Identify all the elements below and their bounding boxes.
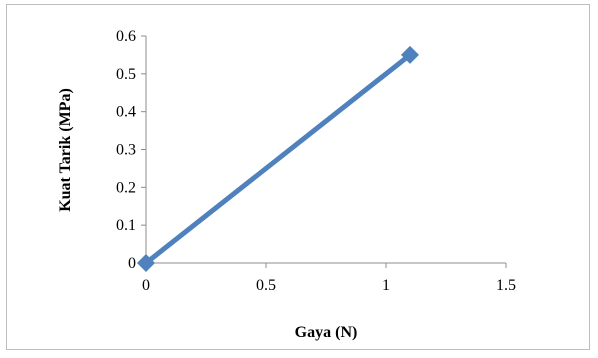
x-axis-title: Gaya (N): [295, 324, 358, 341]
y-tick-label: 0.1: [116, 217, 136, 234]
y-tick-label: 0.6: [116, 28, 136, 45]
y-ticks: 0 0.1 0.2 0.3 0.4 0.5 0.6: [116, 28, 146, 272]
x-tick-label: 1: [382, 277, 390, 294]
x-tick-label: 0.5: [256, 277, 276, 294]
y-axis-title: Kuat Tarik (MPa): [57, 88, 74, 212]
y-tick-label: 0: [128, 255, 136, 272]
series-line: [143, 52, 413, 266]
data-point-marker: [401, 45, 419, 64]
y-tick-label: 0.4: [116, 104, 136, 121]
x-ticks: 0 0.5 1 1.5: [142, 263, 516, 294]
y-tick-label: 0.5: [116, 66, 136, 83]
series-layer: [137, 45, 419, 272]
x-tick-label: 0: [142, 277, 150, 294]
axes: [145, 36, 506, 264]
x-tick-label: 1.5: [496, 277, 516, 294]
y-tick-label: 0.3: [116, 142, 136, 159]
y-tick-label: 0.2: [116, 179, 136, 196]
chart-frame: [6, 4, 590, 350]
data-point-marker: [137, 254, 155, 272]
